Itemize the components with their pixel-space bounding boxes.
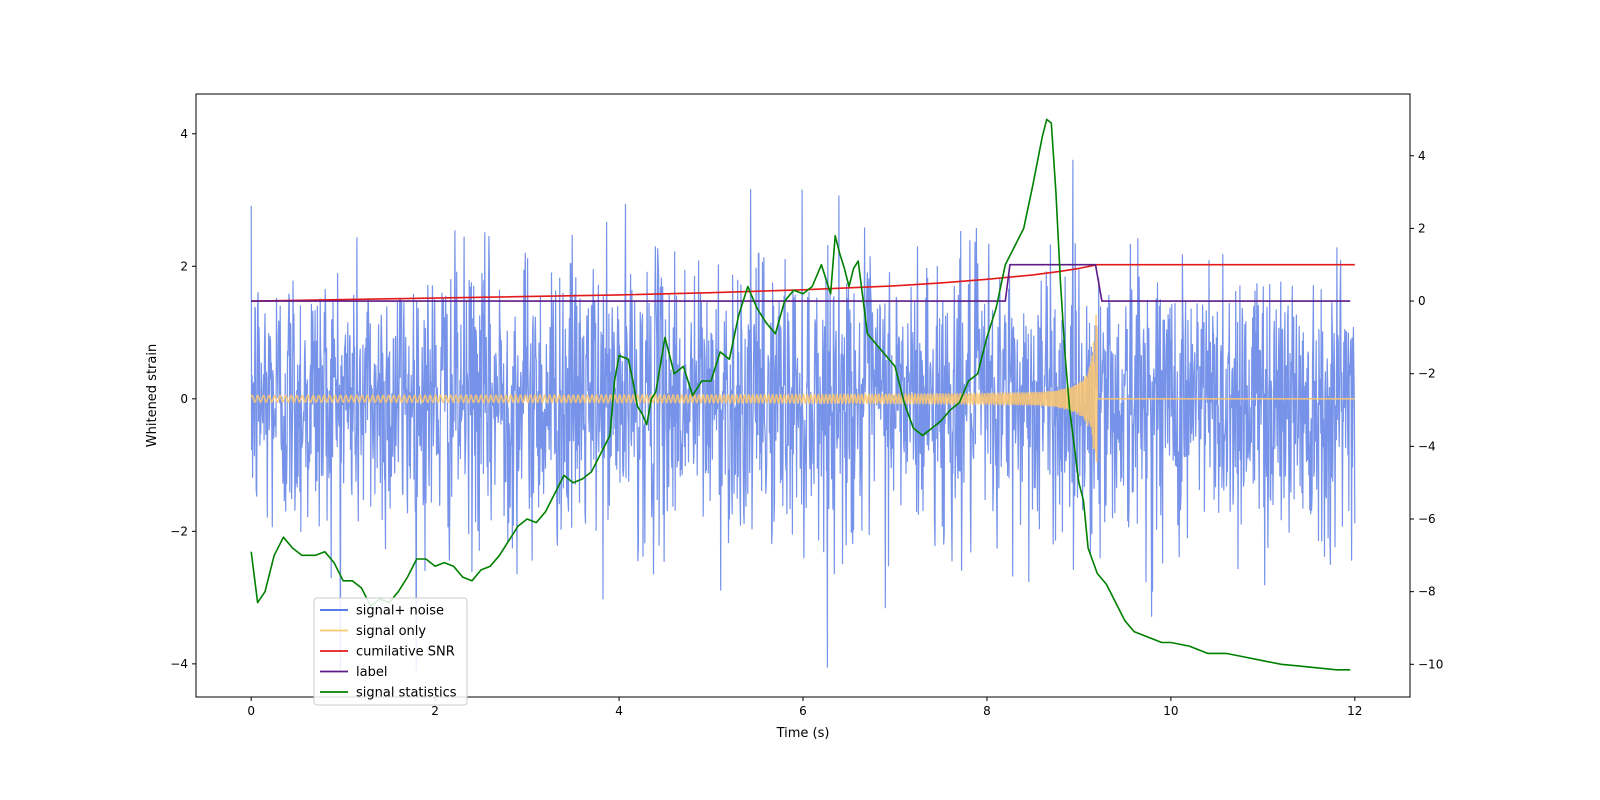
y-axis-label: Whitened strain — [145, 344, 160, 447]
y2-tick-label: −2 — [1418, 367, 1436, 381]
y2-tick-label: −6 — [1418, 512, 1436, 526]
series-line-signal-noise — [250, 159, 1356, 672]
x-axis-label: Time (s) — [776, 726, 830, 741]
series-line-label — [251, 263, 1351, 302]
legend-box — [313, 597, 468, 706]
axis-ticks: 0 2 4 6 8 10 12 −4 −2 0 2 4 −10 −8 −6 −4 −2 0 2 4 — [170, 127, 1443, 718]
y-tick-label: 2 — [180, 259, 188, 273]
x-tick-label: 10 — [1163, 704, 1178, 718]
y-tick-label: −2 — [170, 524, 188, 538]
x-tick-label: 12 — [1347, 704, 1362, 718]
y2-tick-label: −8 — [1418, 585, 1436, 599]
y-tick-label: −4 — [170, 657, 188, 671]
x-tick-label: 2 — [431, 704, 439, 718]
y-tick-label: 4 — [180, 127, 188, 141]
legend-entry-signal-statistics: signal statistics — [356, 686, 457, 701]
y2-tick-label: −4 — [1418, 439, 1436, 453]
legend-entry-signal-only: signal only — [356, 624, 426, 639]
series-line-signal-statistics — [250, 118, 1351, 671]
y2-tick-label: 2 — [1418, 221, 1426, 235]
series-line-cumilative-snr — [251, 263, 1355, 302]
x-tick-label: 4 — [615, 704, 623, 718]
plot-area — [250, 118, 1356, 672]
y2-tick-label: 0 — [1418, 294, 1426, 308]
y-tick-label: 0 — [180, 392, 188, 406]
x-tick-label: 6 — [799, 704, 807, 718]
y2-tick-label: 4 — [1418, 149, 1426, 163]
series-line-signal-only — [250, 314, 1356, 463]
legend: signal+ noise signal only cumilative SNR la… — [313, 597, 468, 706]
series-group — [250, 118, 1356, 672]
legend-entry-signal-noise: signal+ noise — [356, 604, 444, 619]
x-tick-label: 8 — [983, 704, 991, 718]
legend-entry-cumilative-snr: cumilative SNR — [356, 645, 455, 660]
y2-tick-label: −10 — [1418, 657, 1443, 671]
x-tick-label: 0 — [247, 704, 255, 718]
legend-entry-label: label — [356, 665, 387, 680]
